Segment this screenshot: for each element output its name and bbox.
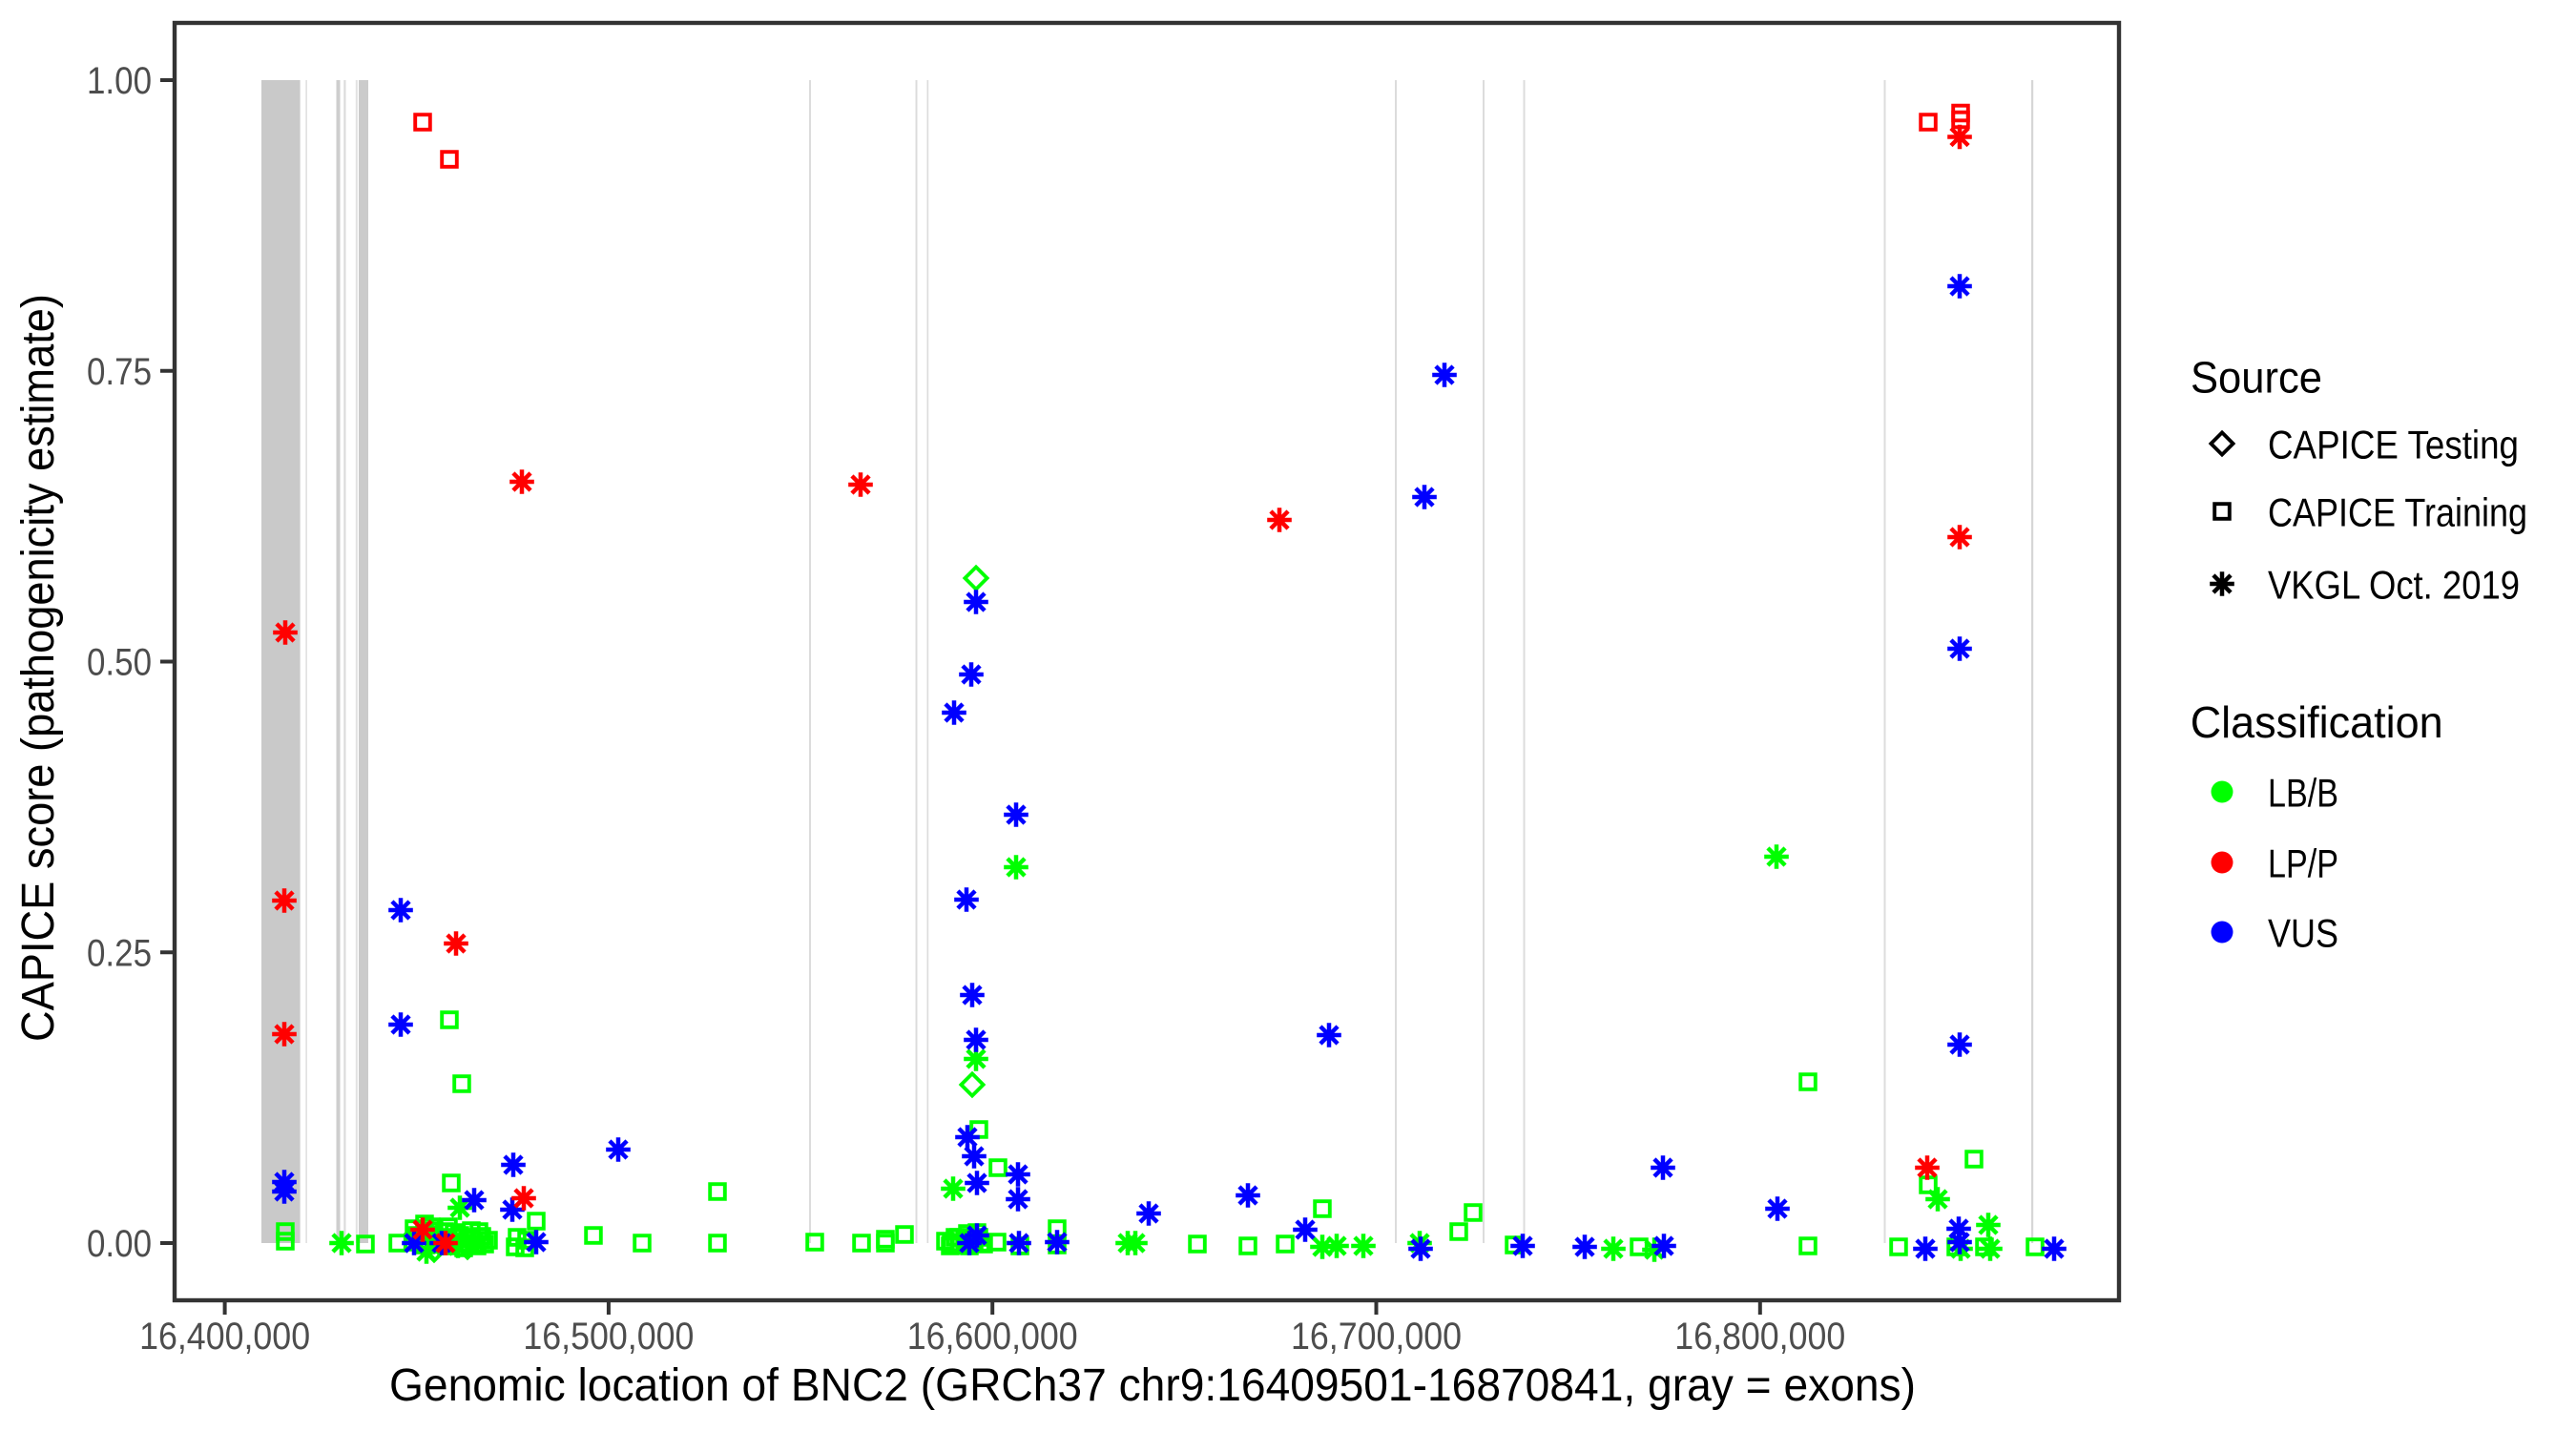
svg-text:CAPICE Testing: CAPICE Testing [2268, 423, 2519, 467]
svg-text:CAPICE Training: CAPICE Training [2268, 490, 2527, 535]
svg-text:0.00: 0.00 [87, 1223, 152, 1265]
svg-text:VUS: VUS [2268, 911, 2338, 956]
svg-text:Source: Source [2191, 353, 2322, 403]
svg-text:Genomic location of BNC2 (GRCh: Genomic location of BNC2 (GRCh37 chr9:16… [389, 1360, 1916, 1411]
svg-text:Classification: Classification [2191, 697, 2443, 747]
svg-text:VKGL Oct. 2019: VKGL Oct. 2019 [2268, 563, 2520, 608]
svg-text:LP/P: LP/P [2268, 841, 2338, 886]
svg-text:1.00: 1.00 [87, 60, 152, 102]
svg-text:16,800,000: 16,800,000 [1674, 1316, 1845, 1358]
svg-text:CAPICE score (pathogenicity es: CAPICE score (pathogenicity estimate) [13, 294, 64, 1042]
svg-text:16,500,000: 16,500,000 [523, 1316, 694, 1358]
svg-text:0.50: 0.50 [87, 642, 152, 684]
svg-text:0.25: 0.25 [87, 932, 152, 974]
svg-text:0.75: 0.75 [87, 351, 152, 393]
svg-text:LB/B: LB/B [2268, 771, 2338, 816]
svg-text:16,400,000: 16,400,000 [139, 1316, 310, 1358]
svg-text:16,700,000: 16,700,000 [1291, 1316, 1462, 1358]
svg-text:16,600,000: 16,600,000 [907, 1316, 1078, 1358]
